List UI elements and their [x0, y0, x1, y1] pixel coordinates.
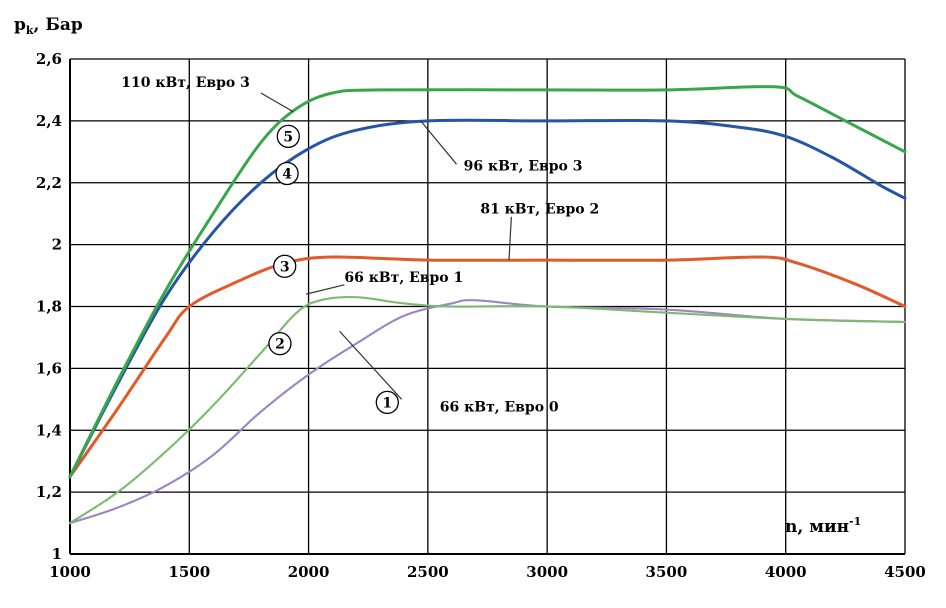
series-marker-circle-5	[276, 124, 300, 148]
x-tick-label: 1500	[168, 563, 210, 581]
leader-line-4	[420, 120, 457, 165]
leader-line-1	[339, 330, 403, 400]
series-marker-circle-2	[268, 331, 292, 356]
series-marker-number-4: 4	[282, 166, 292, 182]
series-lines	[68, 85, 907, 525]
axes	[69, 59, 905, 555]
series-line-1	[68, 299, 907, 525]
x-tick-label: 4500	[884, 563, 926, 581]
series-label-5: 110 кВт, Евро 3	[121, 75, 250, 91]
series-marker-number-5: 5	[283, 129, 293, 145]
series-marker-number-2: 2	[275, 337, 285, 353]
series-marker-circle-4	[275, 161, 299, 186]
x-axis-label: n, мин	[785, 517, 849, 537]
series-marker-circle-1	[375, 390, 399, 415]
x-tick-label: 3000	[526, 563, 568, 581]
x-tick-label: 2000	[288, 563, 330, 581]
y-axis-unit: , Бар	[34, 15, 83, 35]
x-tick-label: 1000	[49, 563, 91, 581]
series-label-1: 66 кВт, Евро 0	[440, 400, 559, 416]
y-tick-label: 2,6	[36, 50, 62, 68]
y-tick-label: 1,8	[36, 298, 62, 316]
tick-labels: 1 1,2 1,4 1,6 1,8 2 2,2 2,4 2,6 1000 1500 2000 2500 3…	[36, 50, 926, 581]
y-tick-label: 1,6	[36, 359, 62, 377]
y-tick-label: 2	[52, 236, 62, 254]
y-tick-label: 2,4	[36, 112, 62, 130]
y-axis-symbol: p	[14, 15, 26, 35]
series-marker-number-1: 1	[382, 395, 392, 411]
y-axis-subscript: k	[26, 24, 34, 37]
series-line-5	[68, 85, 907, 479]
series-marker-circle-3	[273, 254, 297, 278]
x-axis-superscript: -1	[849, 515, 861, 528]
series-label-2: 66 кВт, Евро 1	[344, 270, 463, 286]
y-tick-label: 1	[52, 545, 62, 563]
series-line-3	[68, 255, 907, 479]
leader-line-3	[508, 216, 512, 261]
series-label-4: 96 кВт, Евро 3	[464, 158, 583, 174]
y-tick-label: 1,2	[36, 483, 62, 501]
annotations: 66 кВт, Евро 0 1 66 кВт, Евро 1 2 81 кВт, Ев…	[121, 75, 599, 416]
leader-line-2	[306, 284, 345, 295]
y-tick-label: 1,4	[36, 421, 62, 439]
series-label-3: 81 кВт, Евро 2	[480, 202, 599, 218]
series-line-4	[68, 118, 907, 479]
series-line-2	[68, 295, 907, 525]
series-marker-number-3: 3	[280, 259, 290, 275]
x-tick-label: 2500	[407, 563, 449, 581]
x-axis-title: n, мин-1	[785, 515, 861, 537]
x-tick-label: 4000	[765, 563, 807, 581]
x-tick-label: 3500	[646, 563, 688, 581]
leader-line-5	[260, 92, 294, 113]
y-tick-label: 2,2	[36, 174, 62, 192]
y-axis-title: pk, Бар	[14, 15, 83, 37]
